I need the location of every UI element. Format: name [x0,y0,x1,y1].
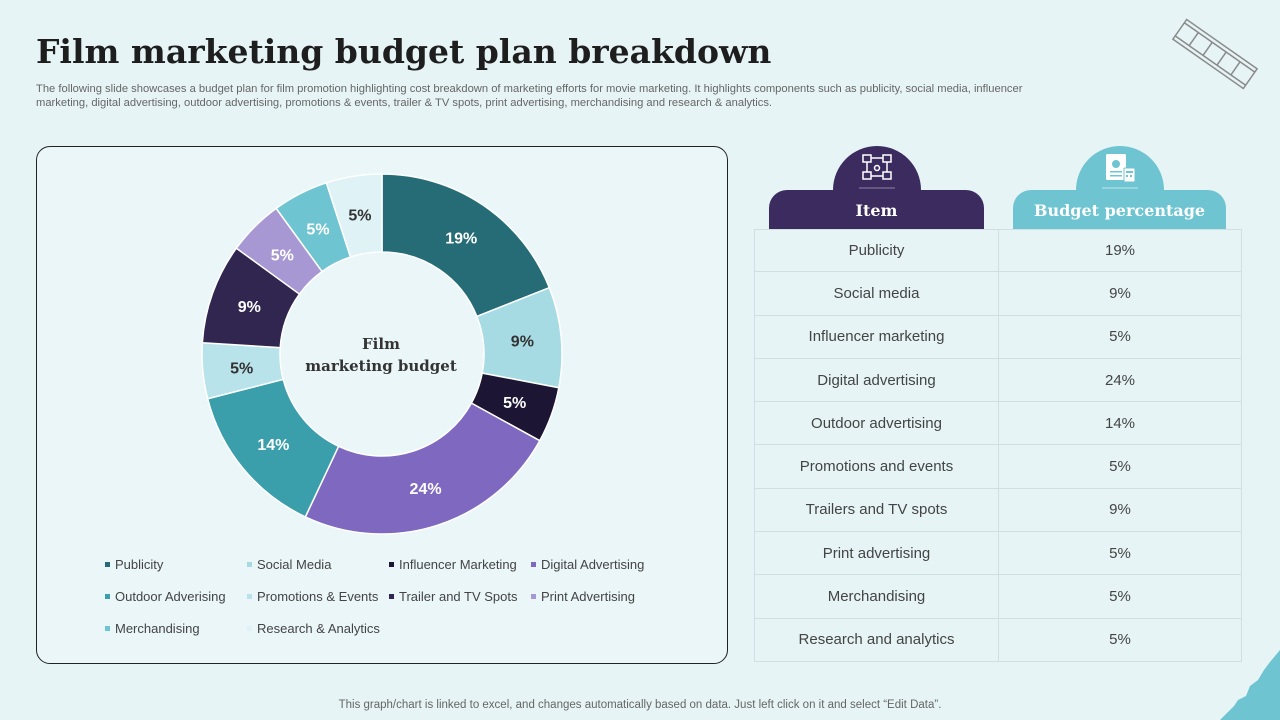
donut-slice[interactable] [381,173,551,318]
legend-swatch [105,562,110,567]
slice-label: 19% [445,230,477,247]
donut-chart[interactable]: 19% 9% 5% 24% 14% 5% 9% 5% 5% 5% [37,147,729,547]
film-strip-icon [1171,18,1259,90]
item-cell: Merchandising [754,575,998,618]
legend-swatch [389,594,394,599]
legend-label: Promotions & Events [257,589,379,604]
table-row: Trailers and TV spots 9% [754,488,1242,533]
legend-item: Social Media [247,557,331,572]
table-row: Print advertising 5% [754,532,1242,576]
budget-percentage-cell: 24% [998,358,1242,402]
table-row: Research and analytics 5% [754,618,1242,662]
table-row: Digital advertising 24% [754,358,1242,403]
budget-percentage-cell: 9% [998,488,1242,532]
table-body: Publicity 19% Social media 9% Influencer mar… [754,229,1242,662]
legend-item: Research & Analytics [247,621,380,636]
legend-swatch [389,562,394,567]
donut-slice[interactable] [304,402,541,535]
item-cell: Promotions and events [754,445,998,488]
legend-swatch [247,562,252,567]
item-column-header: Item [769,190,984,230]
item-cell: Outdoor advertising [754,402,998,445]
legend-swatch [247,594,252,599]
legend-item: Promotions & Events [247,589,378,604]
table-row: Outdoor advertising 14% [754,402,1242,446]
legend-swatch [247,626,252,631]
document-icon [1102,154,1138,189]
org-chart-icon [859,154,895,189]
budget-percentage-cell: 9% [998,272,1242,315]
legend-item: Influencer Marketing [389,557,517,572]
legend-label: Influencer Marketing [399,557,517,572]
donut-chart-panel: 19% 9% 5% 24% 14% 5% 9% 5% 5% 5% Film marketing b… [36,146,728,664]
slice-label: 5% [306,221,329,238]
slice-label: 14% [257,437,289,454]
table-row: Merchandising 5% [754,575,1242,619]
legend-item: Outdoor Adverising [105,589,226,604]
budget-column-header: Budget percentage [1013,190,1226,230]
table-row: Promotions and events 5% [754,445,1242,489]
slice-label: 5% [271,247,294,264]
legend-swatch [105,594,110,599]
legend-label: Trailer and TV Spots [399,589,518,604]
center-label-line-1: Film [362,335,400,353]
center-label-line-2: marketing budget [305,357,457,375]
budget-percentage-cell: 5% [998,445,1242,488]
slice-label: 5% [230,360,253,377]
legend-item: Digital Advertising [531,557,644,572]
item-cell: Social media [754,272,998,315]
table-row: Publicity 19% [754,229,1242,273]
legend-item: Print Advertising [531,589,635,604]
footer-note: This graph/chart is linked to excel, and… [338,699,942,711]
page-title: Film marketing budget plan breakdown [36,32,772,71]
item-cell: Research and analytics [754,618,998,661]
corner-decoration [1220,650,1280,720]
item-cell: Print advertising [754,532,998,575]
slice-label: 9% [238,299,261,316]
item-cell: Influencer marketing [754,315,998,358]
donut-center-label: Film marketing budget [297,333,465,377]
budget-percentage-cell: 5% [998,618,1242,661]
budget-percentage-cell: 14% [998,402,1242,445]
budget-percentage-cell: 5% [998,575,1242,618]
legend-swatch [105,626,110,631]
legend-label: Research & Analytics [257,621,380,636]
budget-percentage-cell: 5% [998,315,1242,358]
page-subtitle: The following slide showcases a budget p… [36,83,1023,109]
legend-label: Digital Advertising [541,557,645,572]
legend-item: Trailer and TV Spots [389,589,518,604]
item-cell: Trailers and TV spots [754,488,998,532]
item-cell: Publicity [754,230,998,272]
budget-percentage-cell: 5% [998,532,1242,575]
legend-label: Social Media [257,557,332,572]
item-cell: Digital advertising [754,358,998,402]
legend-label: Publicity [115,557,164,572]
table-row: Influencer marketing 5% [754,315,1242,359]
legend-item: Publicity [105,557,163,572]
slice-label: 5% [503,395,526,412]
slice-label: 5% [348,208,371,225]
donut-slice[interactable] [325,173,383,258]
legend-swatch [531,562,536,567]
table-row: Social media 9% [754,272,1242,316]
legend-item: Merchandising [105,621,200,636]
legend-label: Merchandising [115,621,200,636]
legend-label: Outdoor Adverising [115,589,226,604]
legend-label: Print Advertising [541,589,635,604]
budget-percentage-cell: 19% [998,230,1242,272]
slice-label: 9% [511,334,534,351]
slice-label: 24% [410,481,442,498]
legend-swatch [531,594,536,599]
